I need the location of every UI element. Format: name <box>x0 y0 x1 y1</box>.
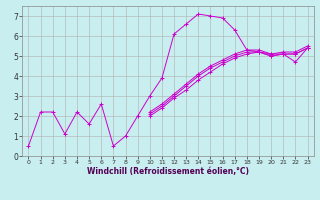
X-axis label: Windchill (Refroidissement éolien,°C): Windchill (Refroidissement éolien,°C) <box>87 167 249 176</box>
